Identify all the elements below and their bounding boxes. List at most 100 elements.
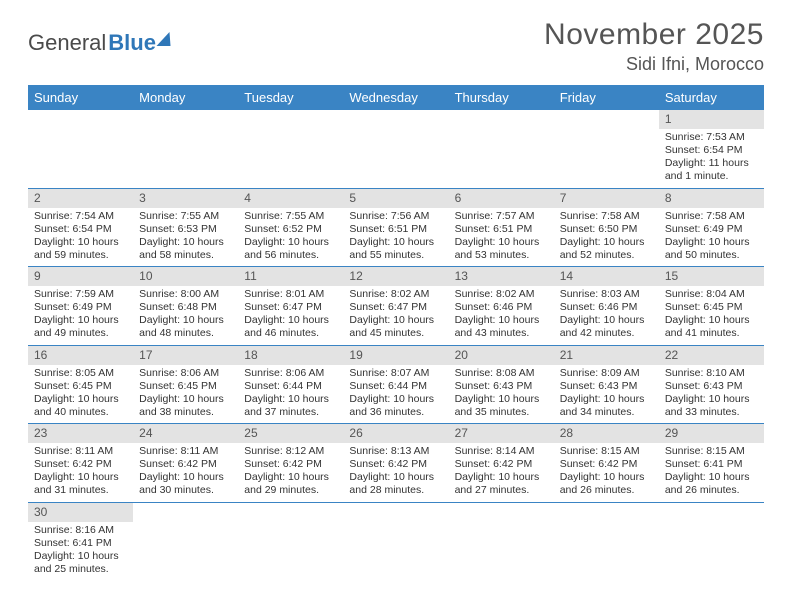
sunrise-text: Sunrise: 7:55 AM <box>139 210 232 223</box>
calendar-cell: 10Sunrise: 8:00 AMSunset: 6:48 PMDayligh… <box>133 267 238 346</box>
sunset-text: Sunset: 6:42 PM <box>560 458 653 471</box>
sunrise-text: Sunrise: 7:58 AM <box>560 210 653 223</box>
day-details: Sunrise: 8:15 AMSunset: 6:41 PMDaylight:… <box>659 443 764 502</box>
calendar-cell: 23Sunrise: 8:11 AMSunset: 6:42 PMDayligh… <box>28 424 133 503</box>
sunset-text: Sunset: 6:46 PM <box>455 301 548 314</box>
sunrise-text: Sunrise: 8:00 AM <box>139 288 232 301</box>
sunrise-text: Sunrise: 7:53 AM <box>665 131 758 144</box>
day-details: Sunrise: 8:00 AMSunset: 6:48 PMDaylight:… <box>133 286 238 345</box>
day-details: Sunrise: 8:02 AMSunset: 6:46 PMDaylight:… <box>449 286 554 345</box>
calendar-cell: 11Sunrise: 8:01 AMSunset: 6:47 PMDayligh… <box>238 267 343 346</box>
day-details: Sunrise: 8:04 AMSunset: 6:45 PMDaylight:… <box>659 286 764 345</box>
day-number: 22 <box>659 346 764 365</box>
day-details: Sunrise: 8:06 AMSunset: 6:45 PMDaylight:… <box>133 365 238 424</box>
sunrise-text: Sunrise: 8:15 AM <box>665 445 758 458</box>
day-details: Sunrise: 7:54 AMSunset: 6:54 PMDaylight:… <box>28 208 133 267</box>
location-label: Sidi Ifni, Morocco <box>544 54 764 75</box>
sunset-text: Sunset: 6:49 PM <box>665 223 758 236</box>
sunset-text: Sunset: 6:49 PM <box>34 301 127 314</box>
day-number: 20 <box>449 346 554 365</box>
calendar-cell: 7Sunrise: 7:58 AMSunset: 6:50 PMDaylight… <box>554 188 659 267</box>
sunrise-text: Sunrise: 8:06 AM <box>139 367 232 380</box>
calendar-cell: 15Sunrise: 8:04 AMSunset: 6:45 PMDayligh… <box>659 267 764 346</box>
daylight-text: Daylight: 10 hours and 52 minutes. <box>560 236 653 262</box>
sunrise-text: Sunrise: 7:54 AM <box>34 210 127 223</box>
calendar-cell <box>343 110 448 188</box>
sunset-text: Sunset: 6:41 PM <box>34 537 127 550</box>
daylight-text: Daylight: 10 hours and 28 minutes. <box>349 471 442 497</box>
sunset-text: Sunset: 6:50 PM <box>560 223 653 236</box>
daylight-text: Daylight: 10 hours and 45 minutes. <box>349 314 442 340</box>
day-number: 2 <box>28 189 133 208</box>
daylight-text: Daylight: 10 hours and 59 minutes. <box>34 236 127 262</box>
sunset-text: Sunset: 6:53 PM <box>139 223 232 236</box>
sunset-text: Sunset: 6:41 PM <box>665 458 758 471</box>
day-details: Sunrise: 7:56 AMSunset: 6:51 PMDaylight:… <box>343 208 448 267</box>
calendar-row: 23Sunrise: 8:11 AMSunset: 6:42 PMDayligh… <box>28 424 764 503</box>
sunset-text: Sunset: 6:42 PM <box>244 458 337 471</box>
sunrise-text: Sunrise: 7:59 AM <box>34 288 127 301</box>
day-details: Sunrise: 8:13 AMSunset: 6:42 PMDaylight:… <box>343 443 448 502</box>
day-details: Sunrise: 8:11 AMSunset: 6:42 PMDaylight:… <box>133 443 238 502</box>
day-number: 24 <box>133 424 238 443</box>
sunset-text: Sunset: 6:51 PM <box>349 223 442 236</box>
sunset-text: Sunset: 6:43 PM <box>455 380 548 393</box>
sunset-text: Sunset: 6:45 PM <box>665 301 758 314</box>
calendar-cell: 4Sunrise: 7:55 AMSunset: 6:52 PMDaylight… <box>238 188 343 267</box>
day-details: Sunrise: 8:12 AMSunset: 6:42 PMDaylight:… <box>238 443 343 502</box>
calendar-cell <box>659 502 764 580</box>
header: General Blue November 2025 Sidi Ifni, Mo… <box>28 18 764 75</box>
calendar-cell: 30Sunrise: 8:16 AMSunset: 6:41 PMDayligh… <box>28 502 133 580</box>
sunset-text: Sunset: 6:47 PM <box>244 301 337 314</box>
sunrise-text: Sunrise: 8:03 AM <box>560 288 653 301</box>
sunrise-text: Sunrise: 8:02 AM <box>455 288 548 301</box>
day-number: 3 <box>133 189 238 208</box>
day-number: 10 <box>133 267 238 286</box>
sunrise-text: Sunrise: 8:07 AM <box>349 367 442 380</box>
day-number: 16 <box>28 346 133 365</box>
daylight-text: Daylight: 10 hours and 38 minutes. <box>139 393 232 419</box>
weekday-header: Friday <box>554 85 659 110</box>
day-number: 17 <box>133 346 238 365</box>
calendar-cell <box>449 110 554 188</box>
calendar-cell: 8Sunrise: 7:58 AMSunset: 6:49 PMDaylight… <box>659 188 764 267</box>
logo-flag-icon <box>156 32 173 46</box>
daylight-text: Daylight: 11 hours and 1 minute. <box>665 157 758 183</box>
day-details: Sunrise: 7:53 AMSunset: 6:54 PMDaylight:… <box>659 129 764 188</box>
daylight-text: Daylight: 10 hours and 49 minutes. <box>34 314 127 340</box>
day-number: 27 <box>449 424 554 443</box>
daylight-text: Daylight: 10 hours and 56 minutes. <box>244 236 337 262</box>
calendar-table: Sunday Monday Tuesday Wednesday Thursday… <box>28 85 764 580</box>
sunrise-text: Sunrise: 8:05 AM <box>34 367 127 380</box>
day-number: 12 <box>343 267 448 286</box>
day-details: Sunrise: 8:14 AMSunset: 6:42 PMDaylight:… <box>449 443 554 502</box>
day-details: Sunrise: 8:10 AMSunset: 6:43 PMDaylight:… <box>659 365 764 424</box>
calendar-cell: 26Sunrise: 8:13 AMSunset: 6:42 PMDayligh… <box>343 424 448 503</box>
daylight-text: Daylight: 10 hours and 27 minutes. <box>455 471 548 497</box>
day-details: Sunrise: 8:11 AMSunset: 6:42 PMDaylight:… <box>28 443 133 502</box>
daylight-text: Daylight: 10 hours and 37 minutes. <box>244 393 337 419</box>
calendar-cell: 2Sunrise: 7:54 AMSunset: 6:54 PMDaylight… <box>28 188 133 267</box>
day-details: Sunrise: 8:05 AMSunset: 6:45 PMDaylight:… <box>28 365 133 424</box>
sunrise-text: Sunrise: 7:55 AM <box>244 210 337 223</box>
sunset-text: Sunset: 6:45 PM <box>34 380 127 393</box>
sunset-text: Sunset: 6:44 PM <box>349 380 442 393</box>
daylight-text: Daylight: 10 hours and 50 minutes. <box>665 236 758 262</box>
sunrise-text: Sunrise: 8:06 AM <box>244 367 337 380</box>
month-title: November 2025 <box>544 18 764 52</box>
calendar-cell <box>133 110 238 188</box>
calendar-row: 9Sunrise: 7:59 AMSunset: 6:49 PMDaylight… <box>28 267 764 346</box>
sunset-text: Sunset: 6:42 PM <box>349 458 442 471</box>
day-number: 15 <box>659 267 764 286</box>
day-details: Sunrise: 8:02 AMSunset: 6:47 PMDaylight:… <box>343 286 448 345</box>
day-details: Sunrise: 8:01 AMSunset: 6:47 PMDaylight:… <box>238 286 343 345</box>
calendar-cell: 19Sunrise: 8:07 AMSunset: 6:44 PMDayligh… <box>343 345 448 424</box>
calendar-cell <box>238 502 343 580</box>
sunset-text: Sunset: 6:42 PM <box>139 458 232 471</box>
sunset-text: Sunset: 6:48 PM <box>139 301 232 314</box>
day-details: Sunrise: 8:06 AMSunset: 6:44 PMDaylight:… <box>238 365 343 424</box>
calendar-cell: 1Sunrise: 7:53 AMSunset: 6:54 PMDaylight… <box>659 110 764 188</box>
day-details: Sunrise: 8:15 AMSunset: 6:42 PMDaylight:… <box>554 443 659 502</box>
daylight-text: Daylight: 10 hours and 35 minutes. <box>455 393 548 419</box>
calendar-cell: 18Sunrise: 8:06 AMSunset: 6:44 PMDayligh… <box>238 345 343 424</box>
